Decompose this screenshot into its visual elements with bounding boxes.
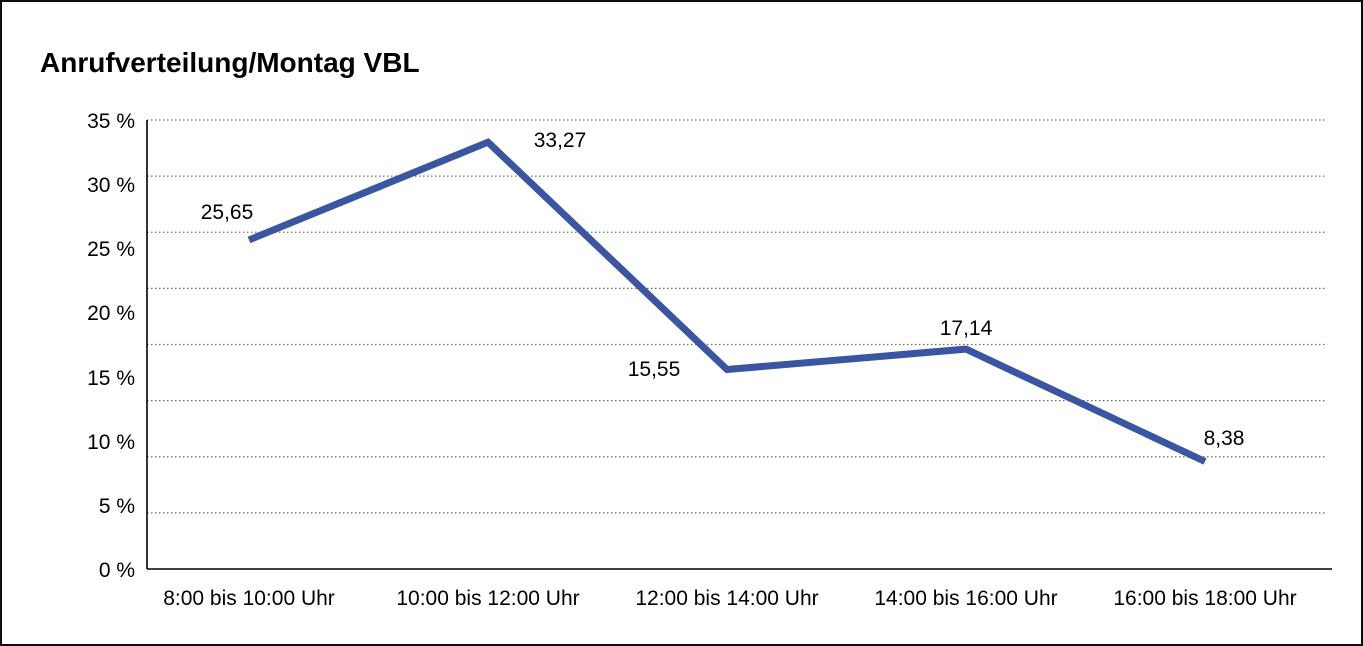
- point-value-label: 15,55: [627, 357, 681, 381]
- y-tick-label: 30 %: [87, 174, 135, 198]
- x-tick-label: 8:00 bis 10:00 Uhr: [163, 587, 335, 610]
- y-tick-label: 35 %: [87, 110, 135, 133]
- x-tick-label: 12:00 bis 14:00 Uhr: [635, 587, 819, 610]
- y-tick-label: 20 %: [87, 302, 135, 326]
- chart-title: Anrufverteilung/Montag VBL: [40, 46, 420, 78]
- point-value-label: 33,27: [533, 129, 587, 153]
- data-series-line: [247, 138, 1207, 465]
- x-tick-label: 14:00 bis 16:00 Uhr: [874, 587, 1058, 610]
- x-tick-label: 16:00 bis 18:00 Uhr: [1113, 587, 1297, 610]
- x-tick-label: 10:00 bis 12:00 Uhr: [396, 587, 580, 610]
- y-tick-label: 10 %: [87, 430, 135, 454]
- point-value-label: 8,38: [1203, 427, 1245, 451]
- y-tick-label: 15 %: [87, 366, 135, 390]
- point-value-label: 17,14: [939, 317, 993, 341]
- y-tick-label: 25 %: [87, 238, 135, 262]
- y-tick-label: 5 %: [98, 494, 135, 518]
- point-value-label: 25,65: [200, 200, 254, 224]
- y-tick-label: 0 %: [98, 559, 135, 582]
